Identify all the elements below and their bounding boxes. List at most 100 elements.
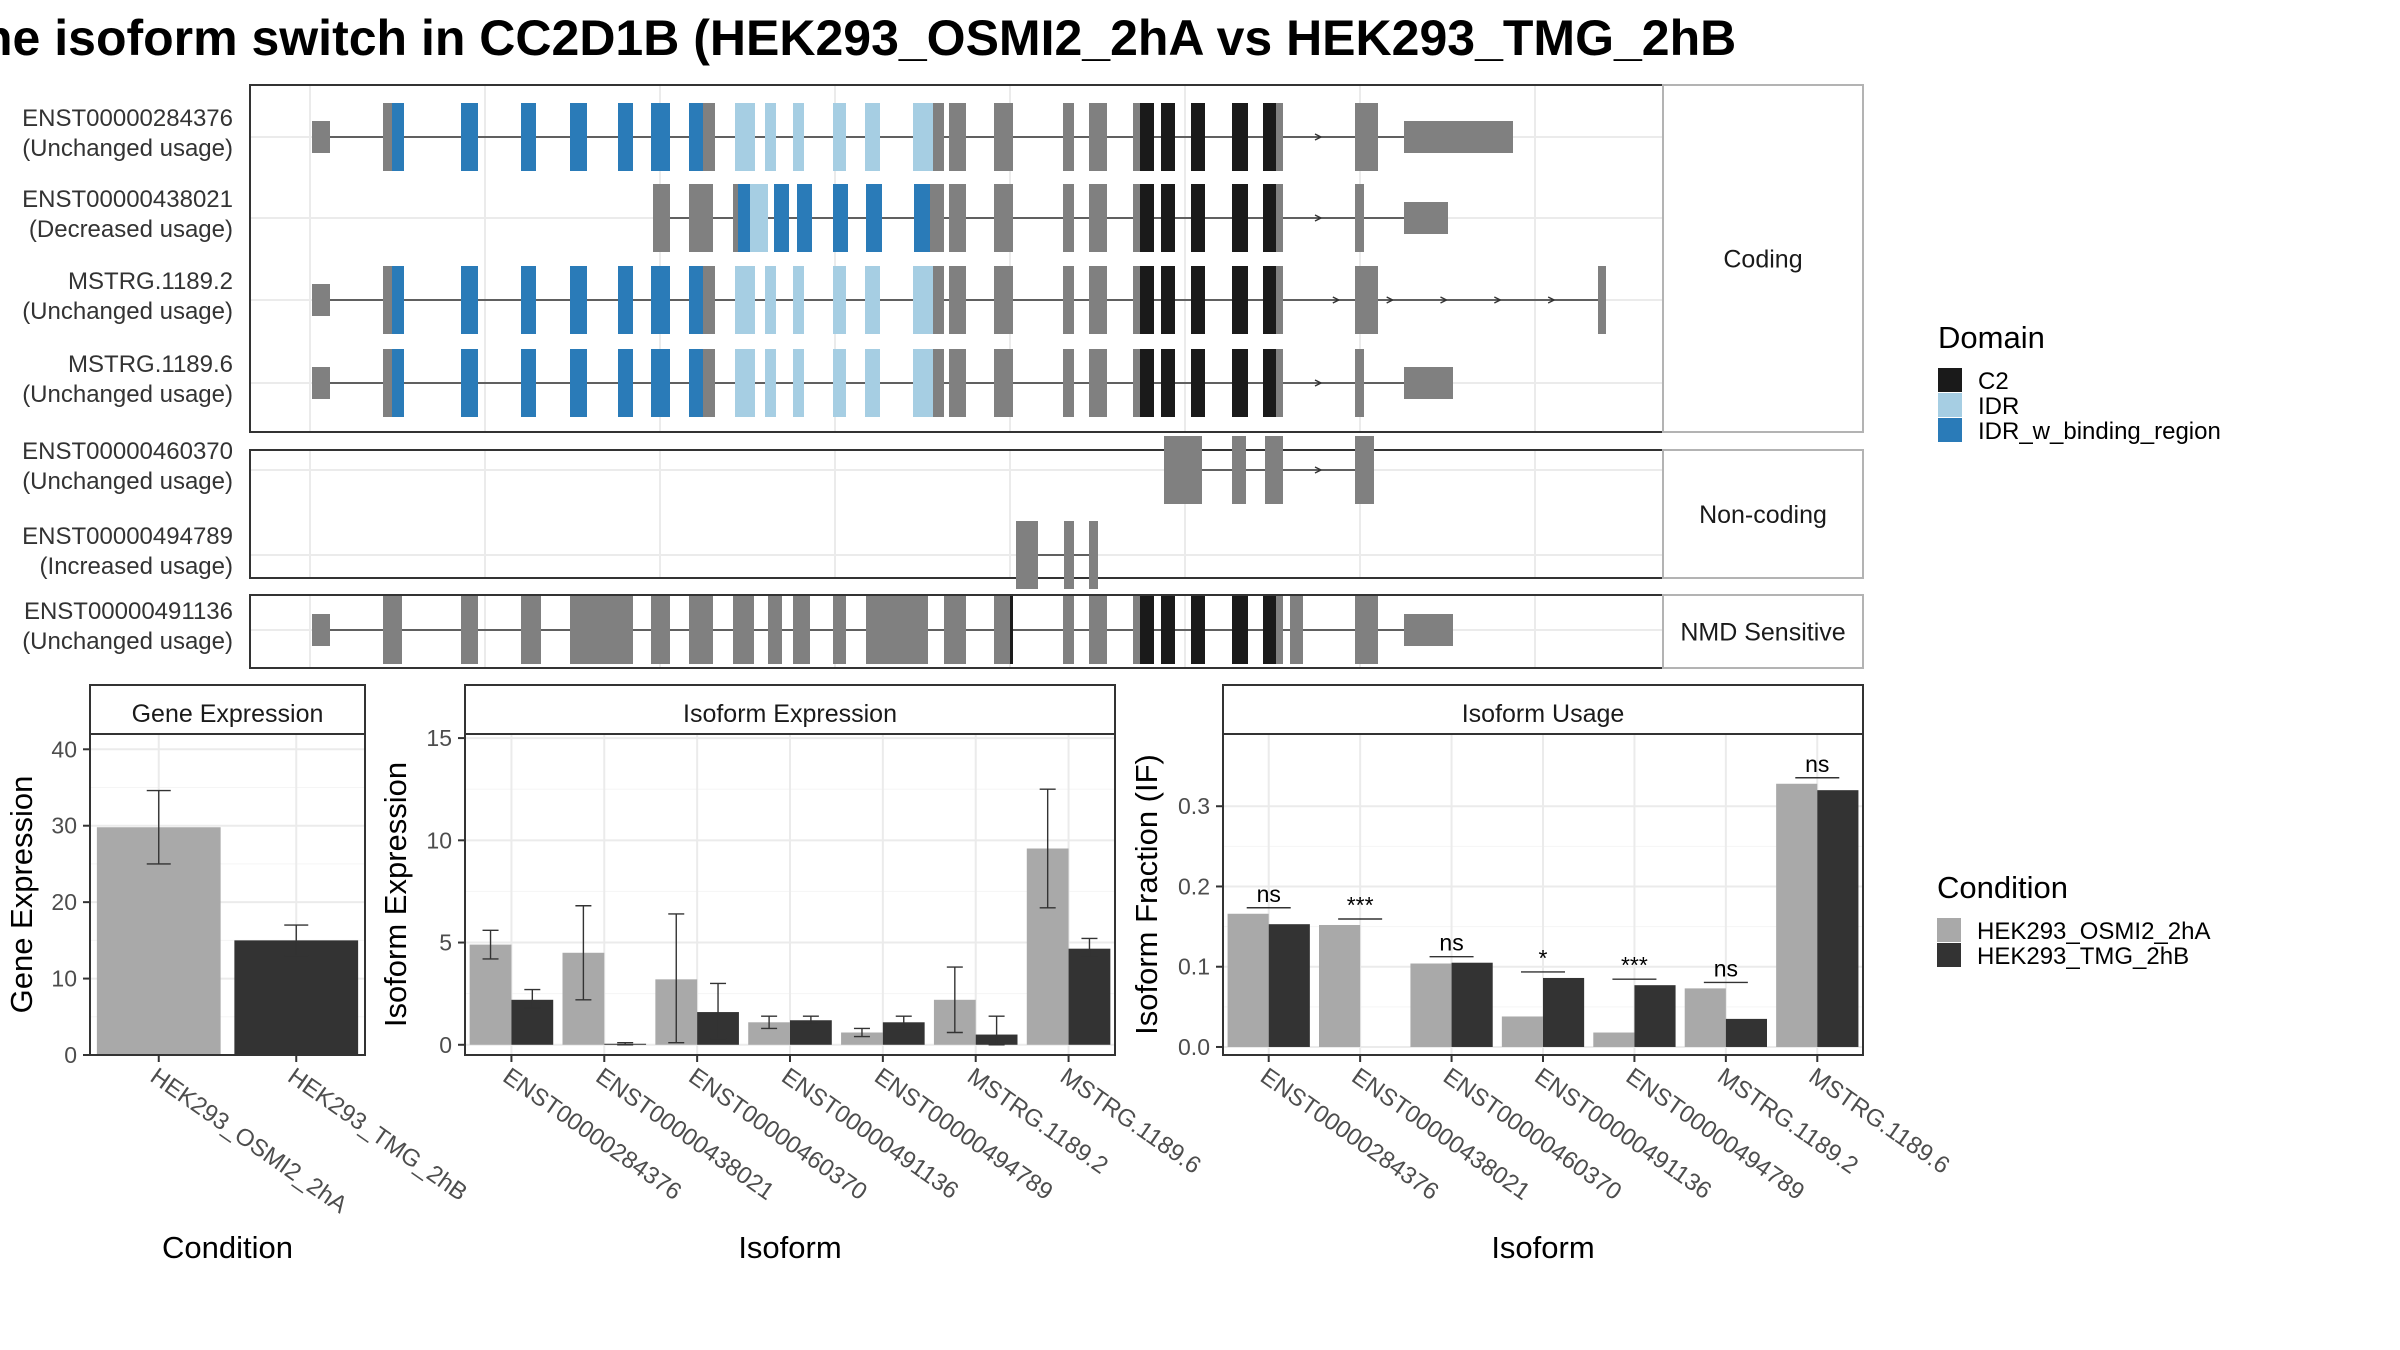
exon-domain-idr-binding (618, 266, 633, 334)
exon-domain-idr-binding (461, 103, 478, 171)
intron-direction-arrow (1494, 296, 1502, 304)
exon (949, 184, 966, 252)
isoform-track: ENST00000438021 (Decreased usage) (22, 184, 1448, 252)
isoform-track: ENST00000491136 (Unchanged usage) (22, 596, 1453, 664)
exon (1089, 521, 1098, 589)
exon (521, 596, 541, 664)
exon-domain-idr (735, 349, 755, 417)
exon-domain-idr-binding (618, 103, 633, 171)
exon (1016, 521, 1038, 589)
exon (312, 367, 330, 399)
exon (1063, 349, 1074, 417)
legend-swatch (1937, 918, 1961, 942)
exon (1598, 266, 1606, 334)
exon-domain-c2 (1232, 103, 1248, 171)
exon-domain-c2 (1140, 349, 1154, 417)
exon (1064, 521, 1074, 589)
exon-domain-idr-binding (392, 266, 404, 334)
exon (1404, 121, 1513, 153)
y-tick-label: 0 (439, 1032, 452, 1058)
exon-domain-c2 (1232, 266, 1248, 334)
exon-domain-idr-binding (521, 266, 536, 334)
legend-swatch (1937, 943, 1961, 967)
x-axis-label: Condition (162, 1230, 293, 1265)
exon-domain-idr-binding (689, 103, 703, 171)
exon (994, 596, 1010, 664)
y-tick-label: 0 (64, 1042, 77, 1068)
y-axis-label: Isoform Expression (378, 762, 413, 1027)
y-tick-label: 10 (426, 827, 452, 853)
chart-strip (464, 684, 1116, 735)
exon-domain-c2 (1263, 184, 1276, 252)
bar (234, 940, 359, 1055)
exon (1276, 349, 1283, 417)
exon-domain-c2 (1191, 103, 1205, 171)
exon-domain-idr-binding (797, 184, 812, 252)
exon-domain-idr-binding (833, 184, 848, 252)
exon-domain-idr (793, 103, 804, 171)
exon-domain-c2 (1191, 596, 1205, 664)
facet-strip-label: NMD Sensitive (1680, 619, 1845, 647)
intron-direction-arrow (1314, 379, 1323, 387)
exon-domain-c2 (1191, 266, 1205, 334)
exon-domain-idr-binding (651, 266, 670, 334)
bar (1776, 783, 1818, 1047)
exon-domain-c2 (1263, 103, 1276, 171)
exon (930, 184, 944, 252)
bar (748, 1022, 790, 1045)
bar (841, 1032, 883, 1045)
exon-domain-c2 (1232, 184, 1248, 252)
legend-label: IDR (1978, 393, 2019, 420)
exon-domain-c2 (1232, 349, 1248, 417)
facet-strip-label: Coding (1723, 246, 1802, 274)
exon (703, 349, 715, 417)
exon-domain-c2 (1161, 266, 1175, 334)
intron-direction-arrow (1440, 296, 1449, 304)
exon-domain-idr (765, 349, 776, 417)
exon-domain-idr (913, 349, 933, 417)
y-tick-label: 5 (439, 930, 452, 956)
exon-domain-c2 (1161, 349, 1175, 417)
facet-strip-label: Non-coding (1699, 501, 1827, 529)
legend-label: C2 (1978, 368, 2009, 395)
exon (689, 596, 713, 664)
chart-title: Gene Expression (132, 700, 324, 728)
exon (1355, 184, 1364, 252)
plot-frame (89, 733, 366, 1056)
exon (312, 121, 330, 153)
exon (1133, 184, 1140, 252)
exon-domain-idr-binding (392, 103, 404, 171)
y-tick-label: 10 (51, 966, 77, 992)
facet-strip (1662, 449, 1864, 579)
exon-domain-idr (735, 266, 755, 334)
isoform-track: ENST00000460370 (Unchanged usage) (22, 436, 1374, 504)
intron-direction-arrow (1314, 133, 1323, 141)
exon (689, 184, 703, 252)
exon (1290, 596, 1303, 664)
bar (1684, 988, 1726, 1047)
exon-domain-idr (765, 266, 776, 334)
exon-domain-idr-binding (774, 184, 789, 252)
exon-domain-c2 (1263, 349, 1276, 417)
exon (1133, 349, 1140, 417)
exon (1063, 266, 1074, 334)
exon-domain-idr-binding (570, 266, 587, 334)
exon-domain-idr (735, 103, 755, 171)
exon-domain-idr (765, 103, 776, 171)
intron-direction-arrow (1547, 296, 1556, 304)
legend-swatch (1938, 368, 1962, 392)
exon-domain-c2 (1191, 349, 1205, 417)
facet-strip (1662, 84, 1864, 433)
exon-domain-idr-binding (689, 266, 703, 334)
exon (1089, 266, 1107, 334)
isoform-usage-label: (Unchanged usage) (22, 628, 233, 655)
exon-domain-c2 (1140, 103, 1154, 171)
exon (866, 596, 928, 664)
exon (1404, 367, 1453, 399)
x-axis-label: Isoform (738, 1230, 841, 1265)
significance-label: ns (1805, 751, 1829, 777)
significance-label: ns (1257, 881, 1281, 907)
exon-domain-c2 (1140, 596, 1154, 664)
exon-domain-idr (833, 266, 846, 334)
